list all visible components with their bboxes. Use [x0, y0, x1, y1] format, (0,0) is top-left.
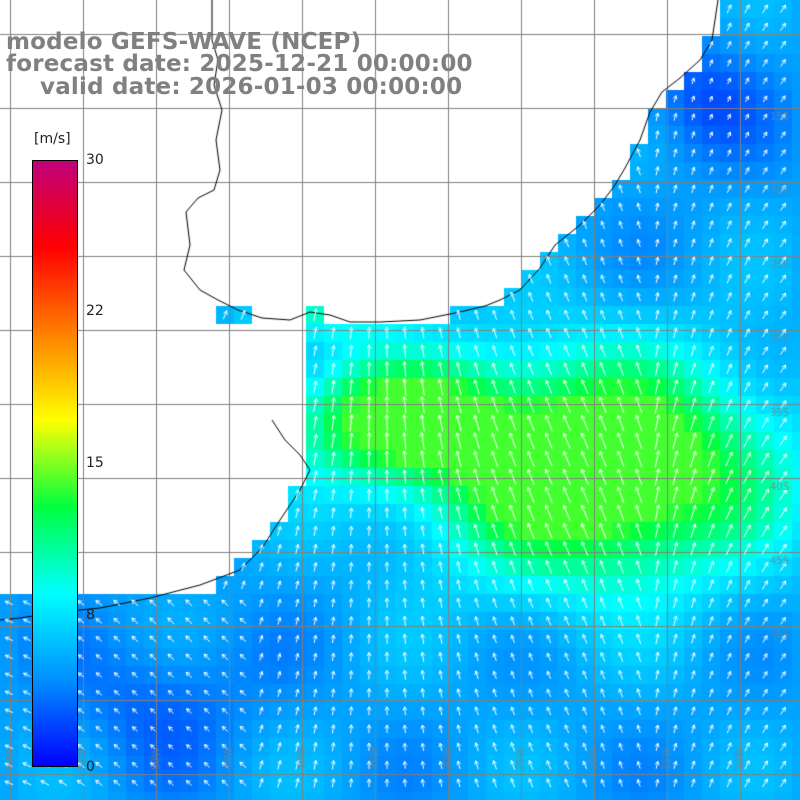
forecast-date: forecast date: 2025-12-21 00:00:00: [6, 51, 473, 77]
colorbar-tick-0: 0: [86, 759, 95, 775]
model-title: modelo GEFS-WAVE (NCEP): [6, 29, 362, 55]
colorbar-gradient: [32, 160, 78, 767]
colorbar-tick-30: 30: [86, 152, 104, 168]
colorbar-tick-22: 22: [86, 303, 104, 319]
colorbar-unit: [m/s]: [34, 131, 71, 147]
valid-date: valid date: 2026-01-03 00:00:00: [40, 74, 463, 100]
colorbar-tick-8: 8: [86, 607, 95, 623]
colorbar-tick-15: 15: [86, 455, 104, 471]
